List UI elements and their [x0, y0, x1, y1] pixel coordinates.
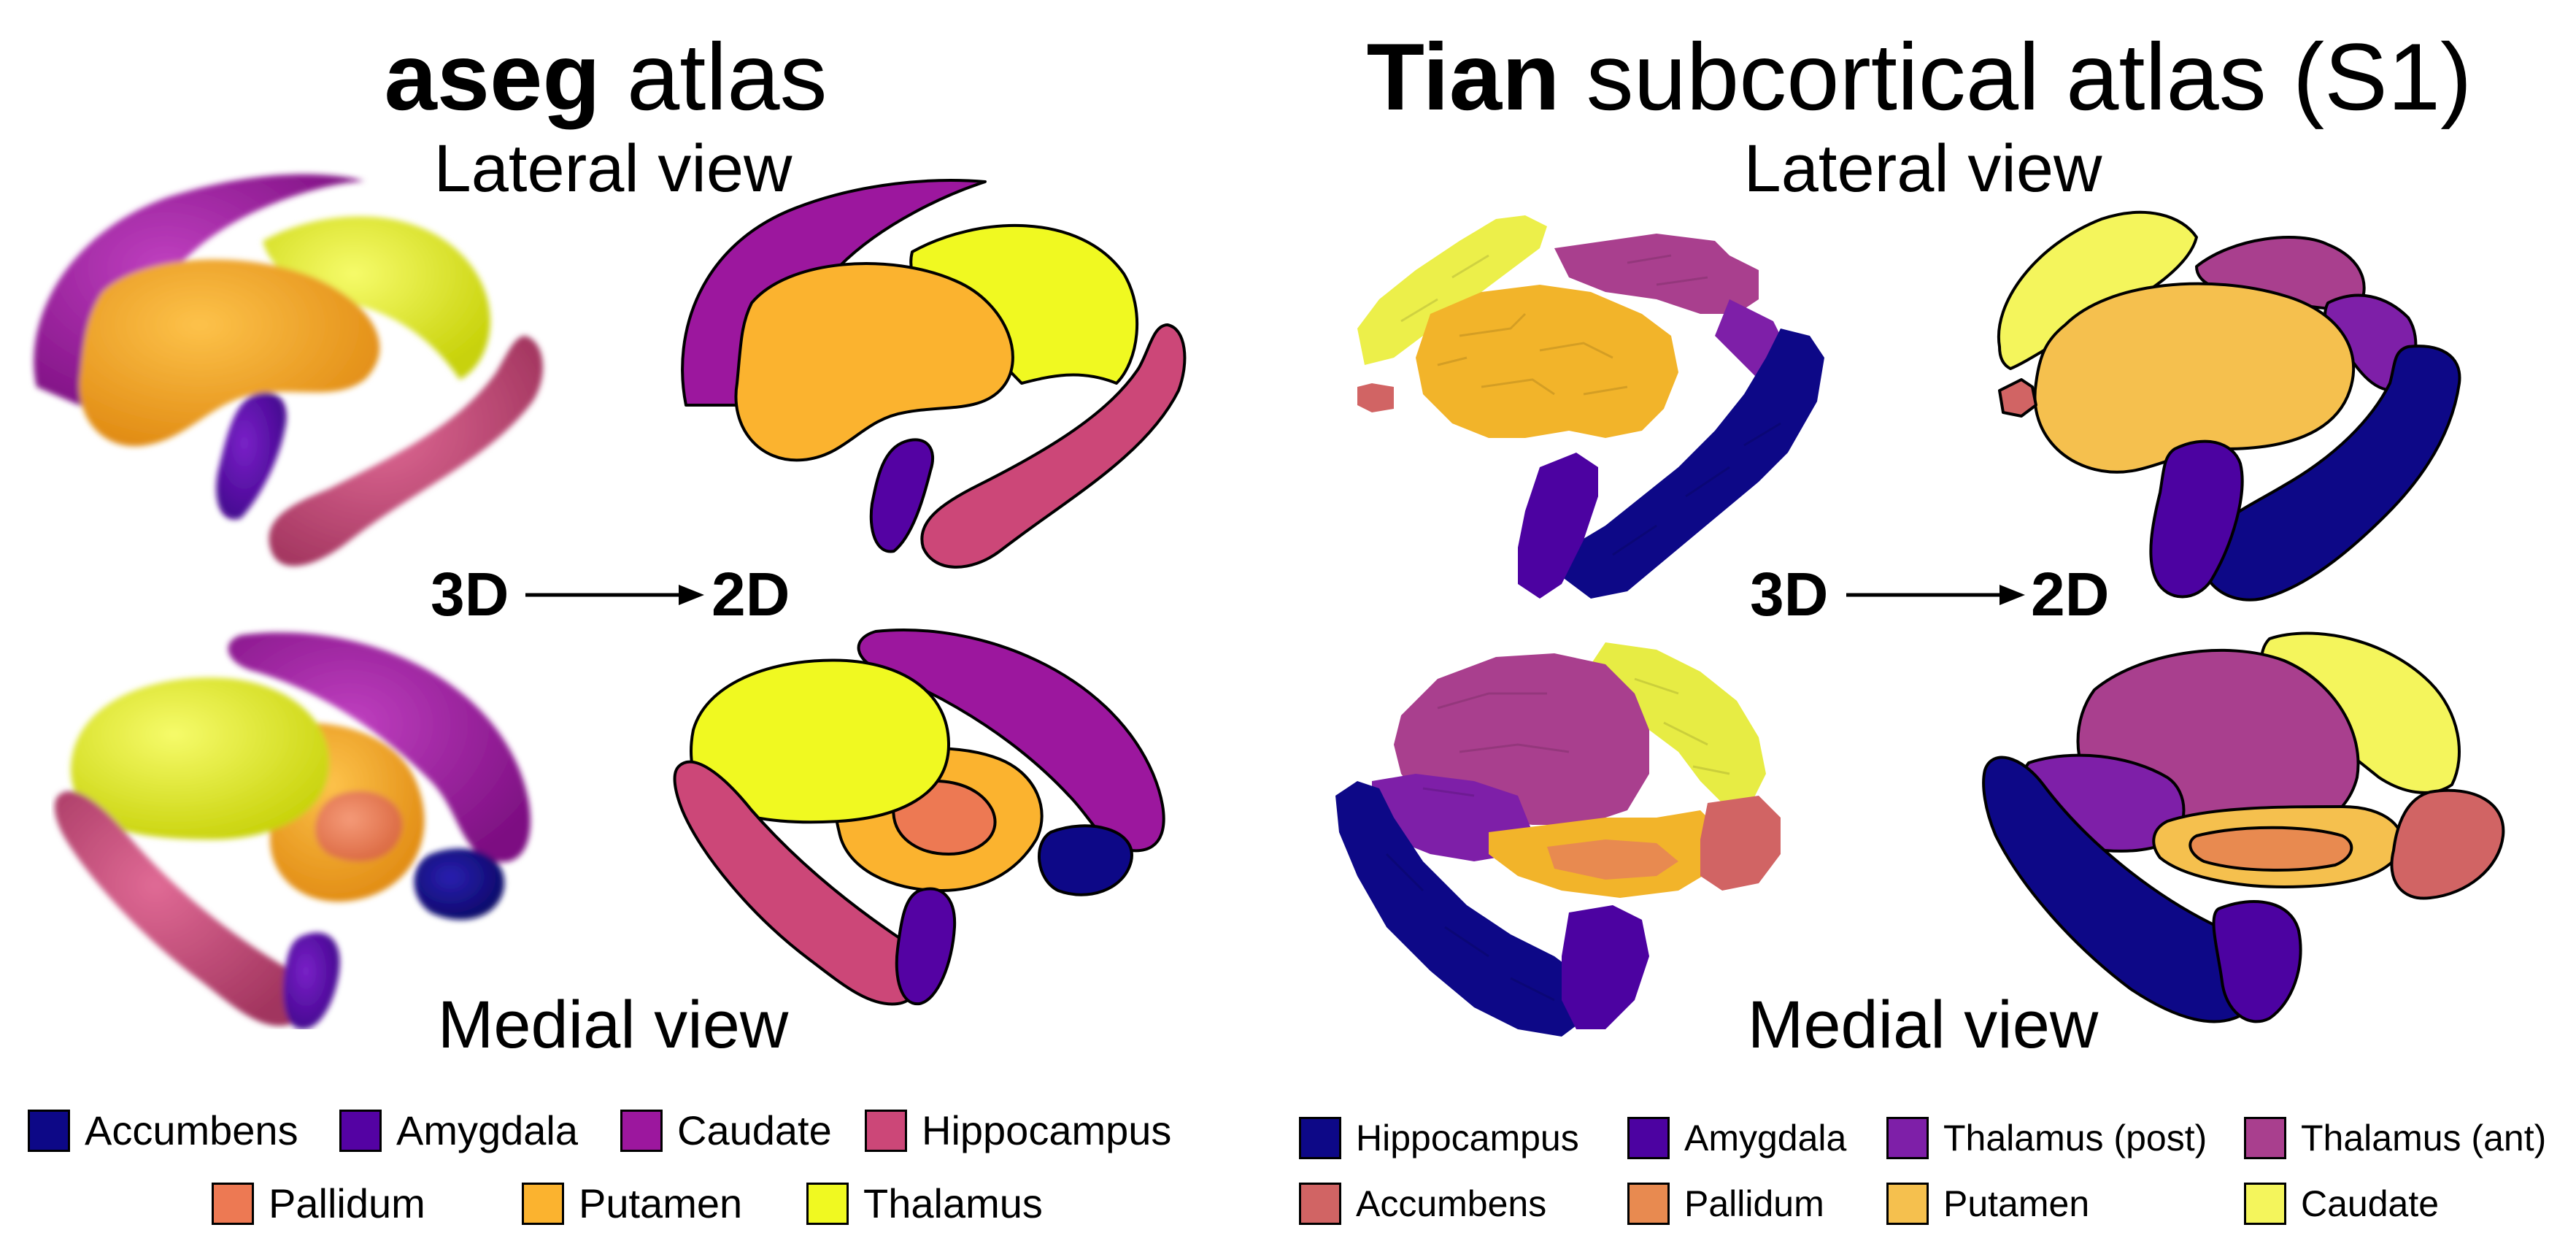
- left-legend-hippocampus: Hippocampus: [865, 1110, 1171, 1152]
- tian-3d-lateral: [1357, 215, 1824, 599]
- left-legend-swatch: [212, 1183, 254, 1225]
- right-panel-title: Tian subcortical atlas (S1): [1299, 29, 2540, 124]
- right-medial-label: Medial view: [1747, 988, 2099, 1062]
- tian-2d-medial: [1982, 631, 2505, 1023]
- right-3d-label: 3D: [1750, 560, 1829, 629]
- right-legend-swatch: [1886, 1183, 1929, 1225]
- right-legend-swatch: [1627, 1183, 1670, 1225]
- left-legend-swatch: [339, 1110, 382, 1152]
- right-title-bold: Tian: [1366, 23, 1560, 130]
- left-legend-swatch: [806, 1183, 849, 1225]
- left-legend-swatch: [865, 1110, 907, 1152]
- left-legend-amygdala: Amygdala: [339, 1110, 578, 1152]
- right-legend-pallidum: Pallidum: [1627, 1183, 1824, 1225]
- left-legend-thalamus: Thalamus: [806, 1183, 1043, 1225]
- right-legend-swatch: [1886, 1117, 1929, 1159]
- right-arrow: [1846, 585, 2025, 605]
- left-legend-pallidum: Pallidum: [212, 1183, 425, 1225]
- aseg-3d-medial: [54, 632, 531, 1029]
- left-legend-swatch: [522, 1183, 564, 1225]
- right-legend-putamen: Putamen: [1886, 1183, 2089, 1225]
- right-legend-thalamus-post: Thalamus (post): [1886, 1117, 2207, 1159]
- right-title-rest: subcortical atlas (S1): [1559, 23, 2472, 130]
- right-legend-swatch: [1299, 1117, 1341, 1159]
- right-legend-swatch: [2244, 1117, 2286, 1159]
- left-legend-caudate: Caudate: [620, 1110, 832, 1152]
- right-legend-swatch: [1299, 1183, 1341, 1225]
- left-title-bold: aseg: [384, 23, 601, 130]
- right-legend-accumbens: Accumbens: [1299, 1183, 1546, 1225]
- aseg-2d-medial: [673, 629, 1165, 1006]
- tian-2d-lateral: [1997, 210, 2461, 602]
- left-legend-putamen: Putamen: [522, 1183, 742, 1225]
- left-arrow: [525, 585, 704, 605]
- right-legend-amygdala: Amygdala: [1627, 1117, 1846, 1159]
- right-legend-hippocampus: Hippocampus: [1299, 1117, 1579, 1159]
- left-2d-label: 2D: [712, 560, 790, 629]
- left-3d-label: 3D: [431, 560, 509, 629]
- left-panel-title: aseg atlas: [350, 29, 861, 124]
- left-title-rest: atlas: [600, 23, 828, 130]
- left-lateral-label: Lateral view: [433, 131, 793, 206]
- right-legend-swatch: [1627, 1117, 1670, 1159]
- aseg-2d-lateral: [681, 179, 1187, 569]
- aseg-3d-lateral: [34, 174, 543, 566]
- left-legend-swatch: [28, 1110, 70, 1152]
- right-legend-thalamus-ant: Thalamus (ant): [2244, 1117, 2546, 1159]
- right-lateral-label: Lateral view: [1743, 131, 2102, 206]
- right-2d-label: 2D: [2031, 560, 2110, 629]
- tian-3d-medial: [1335, 642, 1781, 1037]
- left-legend-swatch: [620, 1110, 663, 1152]
- left-medial-label: Medial view: [437, 988, 789, 1062]
- right-legend-caudate: Caudate: [2244, 1183, 2439, 1225]
- right-legend-swatch: [2244, 1183, 2286, 1225]
- left-legend-accumbens: Accumbens: [28, 1110, 298, 1152]
